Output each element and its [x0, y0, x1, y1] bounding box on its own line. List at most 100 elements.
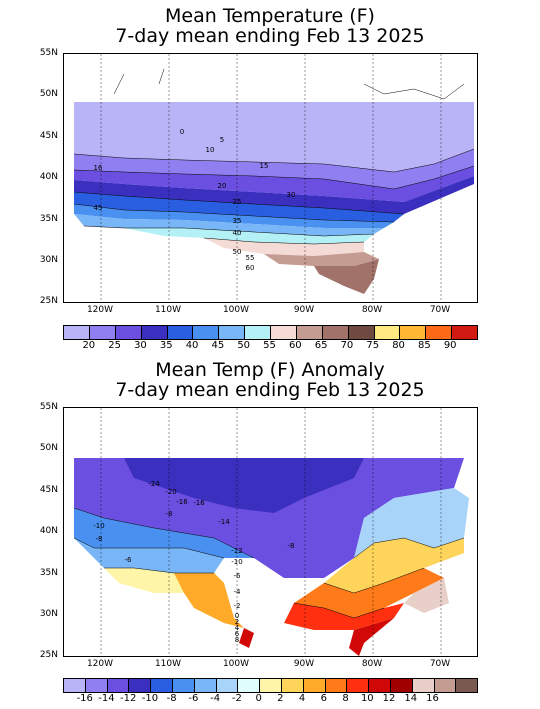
colorbar-label: 14	[404, 693, 418, 704]
colorbar-swatch	[115, 326, 142, 339]
panel2-lon-label: 70W	[429, 659, 451, 669]
colorbar-swatch	[219, 326, 246, 339]
colorbar-label: 10	[360, 693, 374, 704]
colorbar-swatch	[64, 326, 90, 339]
colorbar-label: 35	[159, 340, 173, 351]
colorbar-swatch	[193, 326, 220, 339]
panel1-lon-label: 90W	[293, 305, 315, 315]
panel1-lat-label: 25N	[39, 296, 58, 306]
colorbar-label: 40	[185, 340, 199, 351]
colorbar-label: -4	[210, 693, 221, 704]
colorbar-label: 2	[277, 693, 284, 704]
colorbar-swatch	[64, 679, 86, 692]
panel2-contour-label: -16	[193, 499, 205, 507]
colorbar-label: -6	[188, 693, 199, 704]
panel2-contour-label: -8	[96, 535, 103, 543]
colorbar-swatch	[374, 326, 401, 339]
panel2-title-line1: Mean Temp (F) Anomaly	[155, 359, 385, 381]
panel1-title-line1: Mean Temperature (F)	[165, 5, 375, 27]
panel1-contour-label: 35	[233, 217, 242, 225]
panel1-title-line2: 7-day mean ending Feb 13 2025	[115, 25, 425, 47]
colorbar-label: 45	[211, 340, 225, 351]
colorbar-swatch	[369, 679, 391, 692]
colorbar-swatch	[141, 326, 168, 339]
panel1-contour-label: 20	[218, 182, 227, 190]
panel2-title-line2: 7-day mean ending Feb 13 2025	[115, 379, 425, 401]
colorbar-swatch	[245, 326, 271, 339]
panel2-contour-label: -16	[176, 498, 188, 506]
panel2-lat-label: 25N	[39, 650, 58, 660]
colorbar-label: 25	[108, 340, 121, 351]
colorbar-swatch	[325, 679, 348, 692]
panel2-contour-label: -2	[234, 602, 241, 610]
panel2-contour-label: -6	[125, 556, 133, 564]
panel2-contour-label: -10	[231, 558, 242, 566]
colorbar-label: 8	[342, 693, 349, 704]
panel1-lat-label: 45N	[39, 131, 58, 141]
colorbar-swatch	[456, 679, 478, 692]
panel2-contour-label: 0	[235, 612, 239, 620]
panel2-lon-label: 110W	[154, 659, 182, 669]
panel2-lat-label: 30N	[39, 609, 58, 619]
colorbar-label: 65	[314, 340, 328, 351]
colorbar-swatch	[167, 326, 194, 339]
panel2-map: -24 -20 -16 -16 -14 -12 -10 -10 -8 -8 -8…	[63, 407, 478, 657]
colorbar-swatch	[296, 326, 323, 339]
panel1-colorbar	[63, 325, 478, 340]
colorbar-label: 75	[366, 340, 380, 351]
panel2-contour-label: 6	[235, 630, 240, 638]
panel1-contour-label: 10	[206, 146, 215, 154]
colorbar-swatch	[426, 326, 453, 339]
panel1-lat-label: 55N	[39, 48, 58, 58]
colorbar-swatch	[390, 679, 413, 692]
colorbar-label: -14	[98, 693, 115, 704]
colorbar-label: 60	[288, 340, 302, 351]
colorbar-swatch	[238, 679, 261, 692]
colorbar-swatch	[194, 679, 217, 692]
panel1-map: 0 5 10 15 16 20 25 30 35 40 45 50 55 60	[63, 53, 478, 303]
panel1-lat-label: 30N	[39, 255, 58, 265]
colorbar-label: 0	[255, 693, 262, 704]
colorbar-label: 4	[298, 693, 306, 704]
colorbar-label: 55	[263, 340, 276, 351]
panel1-lat-label: 40N	[39, 172, 58, 182]
panel1-contour-label: 45	[94, 204, 103, 212]
colorbar-swatch	[216, 679, 239, 692]
panel2-contour-label: -24	[148, 480, 160, 488]
colorbar-label: -8	[166, 693, 177, 704]
panel2-contour-label: -10	[93, 522, 104, 530]
panel1-lon-label: 120W	[86, 305, 114, 315]
panel2-contour-label: 4	[235, 624, 240, 632]
colorbar-swatch	[260, 679, 282, 692]
panel2-lat-label: 45N	[39, 485, 58, 495]
colorbar-swatch	[271, 326, 297, 339]
colorbar-label: 6	[320, 693, 328, 704]
panel1-map-graphic: 0 5 10 15 16 20 25 30 35 40 45 50 55 60	[73, 54, 475, 302]
panel2-lat-label: 55N	[39, 402, 58, 412]
panel2-lon-label: 120W	[86, 659, 114, 669]
panel2-map-graphic: -24 -20 -16 -16 -14 -12 -10 -10 -8 -8 -8…	[73, 408, 469, 656]
colorbar-label: 85	[418, 340, 431, 351]
panel2-contour-label: -6	[234, 572, 242, 580]
panel1-lon-label: 70W	[429, 305, 451, 315]
panel2-lat-label: 50N	[39, 443, 58, 453]
panel1-lon-label: 80W	[361, 305, 383, 315]
panel1-contour-label: 16	[94, 164, 103, 172]
panel2-colorbar	[63, 678, 478, 693]
colorbar-label: -2	[231, 693, 242, 704]
panel2-contour-label: 2	[235, 618, 239, 626]
colorbar-label: 12	[382, 693, 396, 704]
colorbar-label: 16	[426, 693, 439, 704]
panel2-contour-label: 8	[235, 636, 239, 644]
panel1-contour-label: 60	[246, 264, 255, 272]
colorbar-swatch	[303, 679, 326, 692]
panel2-contour-label: -20	[165, 488, 176, 496]
colorbar-swatch	[129, 679, 152, 692]
panel2-lat-label: 40N	[39, 526, 58, 536]
panel2-lon-label: 90W	[293, 659, 315, 669]
colorbar-label: -16	[76, 693, 93, 704]
panel2-contour-label: -14	[218, 518, 230, 526]
colorbar-swatch	[452, 326, 477, 339]
panel2-lon-label: 100W	[222, 659, 250, 669]
colorbar-swatch	[281, 679, 304, 692]
